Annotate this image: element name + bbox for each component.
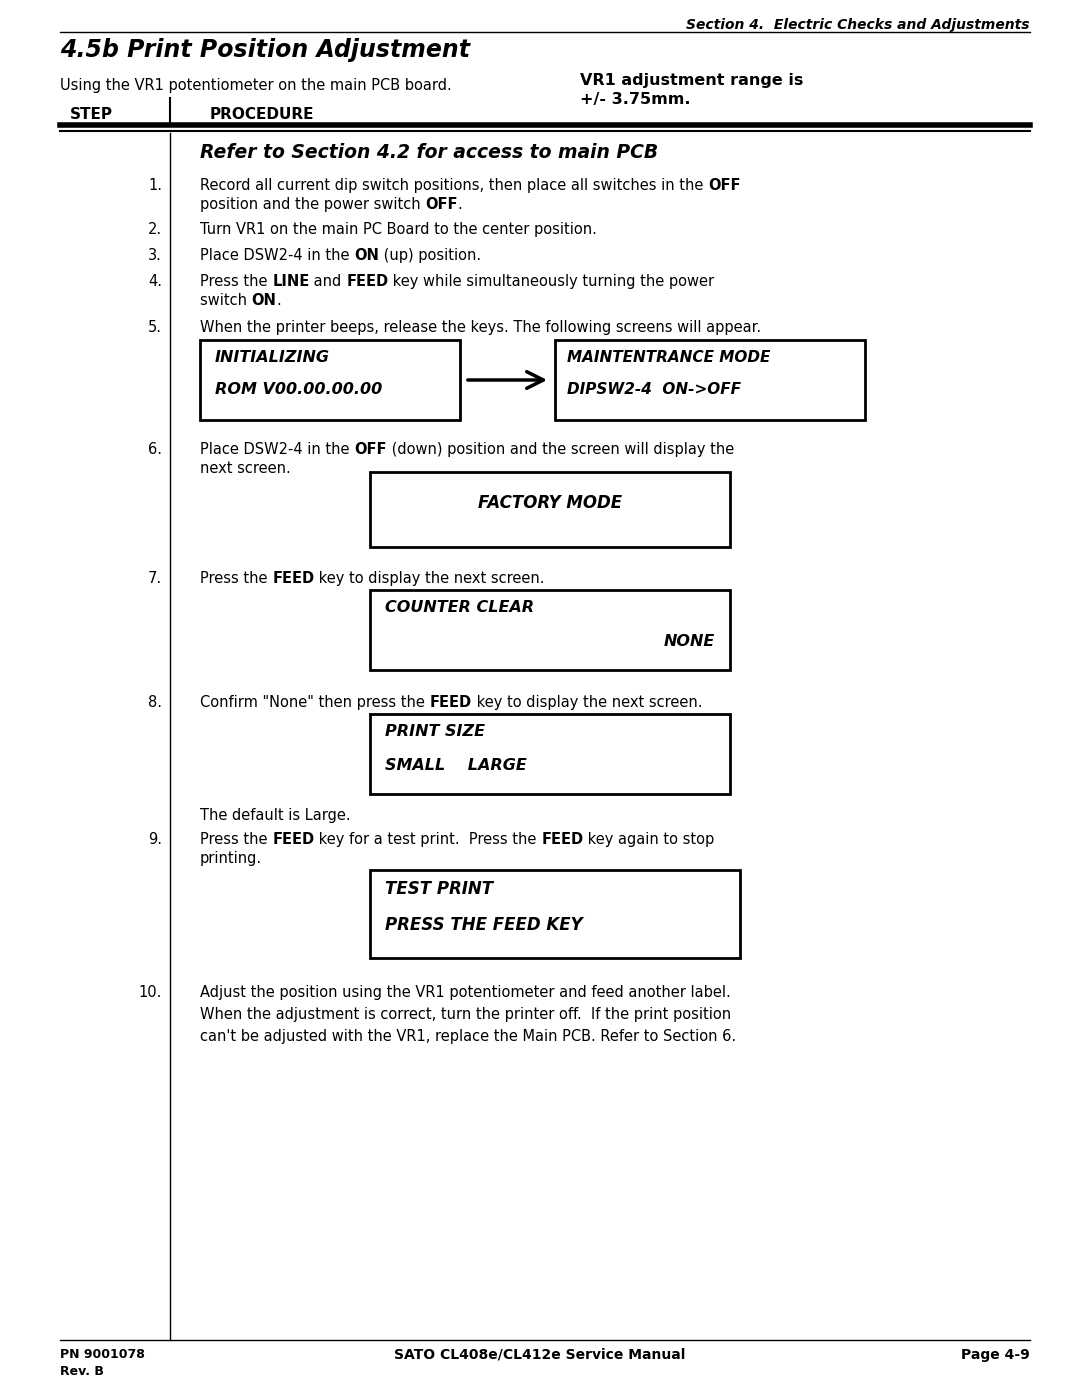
Text: When the printer beeps, release the keys. The following screens will appear.: When the printer beeps, release the keys…	[200, 320, 761, 335]
Text: SATO CL408e/CL412e Service Manual: SATO CL408e/CL412e Service Manual	[394, 1348, 686, 1362]
Text: 4.5b Print Position Adjustment: 4.5b Print Position Adjustment	[60, 38, 470, 61]
Text: COUNTER CLEAR: COUNTER CLEAR	[384, 599, 535, 615]
Text: key for a test print.  Press the: key for a test print. Press the	[314, 833, 541, 847]
Bar	[370, 714, 730, 793]
Text: next screen.: next screen.	[200, 461, 291, 476]
Text: Refer to Section 4.2 for access to main PCB: Refer to Section 4.2 for access to main …	[200, 142, 658, 162]
Text: Turn VR1 on the main PC Board to the center position.: Turn VR1 on the main PC Board to the cen…	[200, 222, 597, 237]
Text: printing.: printing.	[200, 851, 262, 866]
Text: 10.: 10.	[138, 985, 162, 1000]
Bar	[555, 339, 865, 420]
Text: PRESS THE FEED KEY: PRESS THE FEED KEY	[384, 916, 582, 935]
Text: .: .	[276, 293, 281, 307]
Text: (down) position and the screen will display the: (down) position and the screen will disp…	[387, 441, 734, 457]
Text: Section 4.  Electric Checks and Adjustments: Section 4. Electric Checks and Adjustmen…	[687, 18, 1030, 32]
Text: Press the: Press the	[200, 571, 272, 585]
Text: Press the: Press the	[200, 274, 272, 289]
Text: PRINT SIZE: PRINT SIZE	[384, 724, 485, 739]
Text: MAINTENTRANCE MODE: MAINTENTRANCE MODE	[567, 351, 770, 365]
Text: LINE: LINE	[272, 274, 309, 289]
Text: The default is Large.: The default is Large.	[200, 807, 351, 823]
Text: position and the power switch: position and the power switch	[200, 197, 426, 212]
Text: Place DSW2-4 in the: Place DSW2-4 in the	[200, 441, 354, 457]
Text: OFF: OFF	[708, 177, 741, 193]
Text: FEED: FEED	[272, 833, 314, 847]
Text: FEED: FEED	[347, 274, 389, 289]
Text: NONE: NONE	[664, 634, 715, 650]
Text: 1.: 1.	[148, 177, 162, 193]
Text: 6.: 6.	[148, 441, 162, 457]
Text: switch: switch	[200, 293, 252, 307]
Text: SMALL    LARGE: SMALL LARGE	[384, 759, 527, 773]
Text: .: .	[458, 197, 462, 212]
Text: 8.: 8.	[148, 694, 162, 710]
Bar	[200, 339, 460, 420]
Text: FEED: FEED	[541, 833, 583, 847]
Text: FEED: FEED	[430, 694, 472, 710]
Text: 3.: 3.	[148, 249, 162, 263]
Text: key to display the next screen.: key to display the next screen.	[314, 571, 544, 585]
Text: INITIALIZING: INITIALIZING	[215, 351, 330, 365]
Text: OFF: OFF	[354, 441, 387, 457]
Text: (up) position.: (up) position.	[379, 249, 481, 263]
Text: PN 9001078: PN 9001078	[60, 1348, 145, 1361]
Text: PROCEDURE: PROCEDURE	[210, 108, 314, 122]
Text: Adjust the position using the VR1 potentiometer and feed another label.
When the: Adjust the position using the VR1 potent…	[200, 985, 737, 1045]
Bar	[370, 870, 740, 958]
Text: STEP: STEP	[70, 108, 113, 122]
Text: FACTORY MODE: FACTORY MODE	[478, 495, 622, 511]
Text: ROM V00.00.00.00: ROM V00.00.00.00	[215, 381, 382, 397]
Text: 4.: 4.	[148, 274, 162, 289]
Text: Using the VR1 potentiometer on the main PCB board.: Using the VR1 potentiometer on the main …	[60, 78, 451, 94]
Text: ON: ON	[252, 293, 276, 307]
Text: 7.: 7.	[148, 571, 162, 585]
Text: key again to stop: key again to stop	[583, 833, 715, 847]
Text: +/- 3.75mm.: +/- 3.75mm.	[580, 92, 690, 108]
Text: OFF: OFF	[426, 197, 458, 212]
Text: ON: ON	[354, 249, 379, 263]
Text: VR1 adjustment range is: VR1 adjustment range is	[580, 73, 804, 88]
Text: 2.: 2.	[148, 222, 162, 237]
Text: Rev. B: Rev. B	[60, 1365, 104, 1377]
Bar	[370, 590, 730, 671]
Text: TEST PRINT: TEST PRINT	[384, 880, 494, 898]
Text: 5.: 5.	[148, 320, 162, 335]
Text: FEED: FEED	[272, 571, 314, 585]
Text: Press the: Press the	[200, 833, 272, 847]
Text: Record all current dip switch positions, then place all switches in the: Record all current dip switch positions,…	[200, 177, 708, 193]
Text: key while simultaneously turning the power: key while simultaneously turning the pow…	[389, 274, 715, 289]
Text: and: and	[309, 274, 347, 289]
Text: DIPSW2-4  ON->OFF: DIPSW2-4 ON->OFF	[567, 381, 741, 397]
Text: key to display the next screen.: key to display the next screen.	[472, 694, 702, 710]
Text: Place DSW2-4 in the: Place DSW2-4 in the	[200, 249, 354, 263]
Text: Page 4-9: Page 4-9	[961, 1348, 1030, 1362]
Text: Confirm "None" then press the: Confirm "None" then press the	[200, 694, 430, 710]
Text: 9.: 9.	[148, 833, 162, 847]
Bar	[370, 472, 730, 548]
